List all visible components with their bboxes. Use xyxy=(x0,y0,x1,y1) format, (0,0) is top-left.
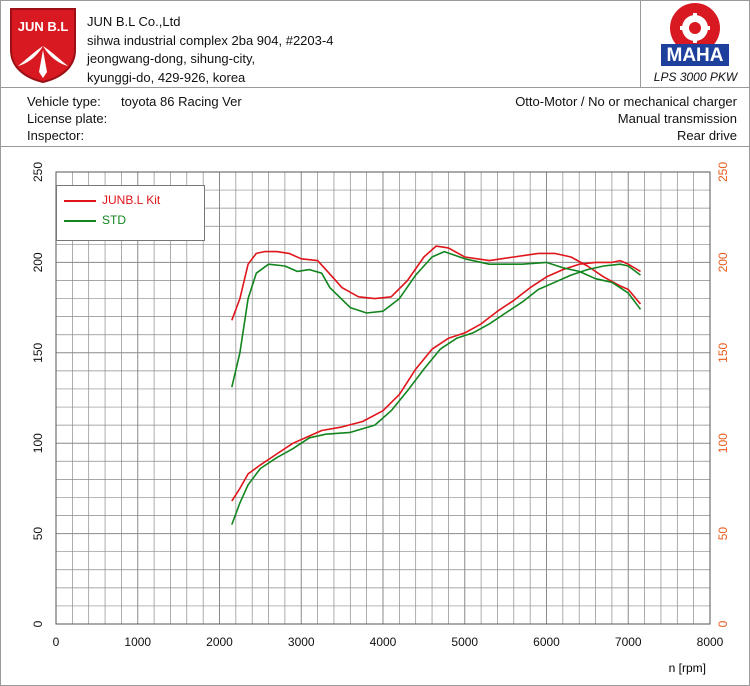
x-tick-label: 3000 xyxy=(288,635,315,649)
y-tick-label-left: 250 xyxy=(31,162,45,182)
vehicle-type-label: Vehicle type: xyxy=(27,94,101,109)
vehicle-info: Vehicle type: toyota 86 Racing Ver Licens… xyxy=(27,93,242,144)
series-line-kit-torque xyxy=(231,245,642,321)
junbl-logo: JUN B.L xyxy=(8,6,78,84)
y-tick-label-left: 150 xyxy=(31,342,45,362)
company-address: JUN B.L Co.,Ltd sihwa industrial complex… xyxy=(87,13,333,87)
y-tick-label-left: 50 xyxy=(31,527,45,541)
svg-text:JUN B.L: JUN B.L xyxy=(18,19,69,34)
chart-legend: JUNB.L Kit STD xyxy=(56,185,205,241)
y-tick-label-right: 100 xyxy=(716,433,730,453)
series-line-std-power xyxy=(231,263,641,525)
y-tick-label-right: 0 xyxy=(716,620,730,627)
maha-model: LPS 3000 PKW xyxy=(653,70,738,84)
x-tick-label: 7000 xyxy=(615,635,642,649)
legend-label-std: STD xyxy=(102,213,126,227)
svg-text:MAHA: MAHA xyxy=(667,45,724,66)
y-tick-label-right: 150 xyxy=(716,342,730,362)
drivetrain-info: Otto-Motor / No or mechanical charger Ma… xyxy=(515,93,737,144)
series-line-kit-power xyxy=(231,259,641,502)
legend-item-kit: JUNB.L Kit xyxy=(64,193,160,209)
y-tick-label-right: 200 xyxy=(716,252,730,272)
x-tick-label: 8000 xyxy=(697,635,724,649)
series-line-std-torque xyxy=(231,250,642,388)
legend-swatch-kit xyxy=(64,199,96,202)
y-tick-label-left: 200 xyxy=(31,252,45,272)
header-divider xyxy=(0,87,750,88)
dyno-chart: 0 1000 2000 3000 4000 5000 6000 7000 80000501001… xyxy=(31,162,730,675)
x-tick-label: 4000 xyxy=(370,635,397,649)
vehicle-type-value: toyota 86 Racing Ver xyxy=(121,94,242,109)
drive-type: Rear drive xyxy=(677,128,737,143)
y-tick-label-right: 250 xyxy=(716,162,730,182)
transmission-type: Manual transmission xyxy=(617,111,737,126)
x-tick-label: 6000 xyxy=(533,635,560,649)
y-tick-label-right: 50 xyxy=(716,527,730,541)
legend-label-kit: JUNB.L Kit xyxy=(102,193,161,207)
x-tick-label: 2000 xyxy=(206,635,233,649)
y-tick-label-left: 100 xyxy=(31,433,45,453)
address-line: kyunggi-do, 429-926, korea xyxy=(87,69,246,85)
chart-grid xyxy=(55,171,711,625)
legend-swatch-std xyxy=(64,219,96,222)
x-tick-label: 5000 xyxy=(451,635,478,649)
x-tick-label: 0 xyxy=(53,635,60,649)
chart-curves xyxy=(231,245,642,525)
y-tick-label-left: 0 xyxy=(31,620,45,627)
address-line: jeongwang-dong, sihung-city, xyxy=(87,51,256,66)
x-axis-label: n [rpm] xyxy=(669,661,706,675)
address-line: sihwa industrial complex 2ba 904, #2203-… xyxy=(87,32,334,48)
info-divider xyxy=(0,146,750,147)
inspector-label: Inspector: xyxy=(27,128,85,143)
x-tick-label: 1000 xyxy=(124,635,151,649)
engine-type: Otto-Motor / No or mechanical charger xyxy=(515,94,737,109)
plot-border xyxy=(55,171,711,625)
license-plate-label: License plate: xyxy=(27,111,108,126)
maha-logo-box: MAHA LPS 3000 PKW xyxy=(640,0,750,87)
maha-logo: MAHA xyxy=(661,3,729,66)
legend-item-std: STD xyxy=(64,213,126,229)
company-name: JUN B.L Co.,Ltd xyxy=(87,14,181,29)
chart-axes: 0 1000 2000 3000 4000 5000 6000 7000 80000501001… xyxy=(31,162,730,649)
